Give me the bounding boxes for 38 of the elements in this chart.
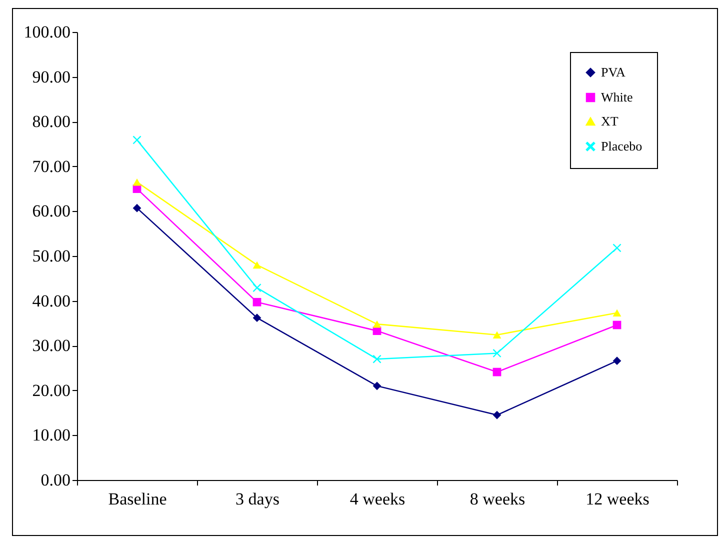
point [372, 382, 382, 390]
x-tick-label: Baseline [108, 490, 167, 508]
y-tick-label: 50.00 [32, 246, 70, 266]
x-tick-label: 12 weeks [586, 490, 650, 508]
y-tick-label: 20.00 [32, 380, 70, 400]
x-tick-label: 4 weeks [350, 490, 406, 508]
x-tick-label: 8 weeks [470, 490, 526, 508]
point [252, 298, 262, 306]
y-tick-label: 30.00 [32, 336, 70, 356]
point [492, 331, 502, 338]
point [612, 244, 622, 252]
y-tick-label: 90.00 [32, 67, 70, 86]
y-tick-label: 80.00 [32, 112, 70, 132]
legend-label: XT [601, 114, 618, 128]
legend-label: Placebo [601, 138, 642, 154]
point [492, 410, 502, 420]
point [612, 356, 622, 366]
y-tick-label: 10.00 [32, 426, 70, 445]
point [252, 314, 262, 322]
y-tick-label: 70.00 [32, 156, 70, 176]
point [612, 309, 622, 317]
x-tick-label: 3 days [236, 490, 280, 508]
point [252, 284, 262, 292]
y-tick-label: 40.00 [32, 291, 70, 310]
point [132, 204, 142, 212]
point [612, 320, 622, 330]
point [252, 261, 262, 269]
point [132, 178, 142, 186]
legend-label: White [601, 90, 633, 104]
y-tick-label: 100.00 [24, 22, 70, 42]
point [492, 368, 502, 376]
point [372, 320, 382, 328]
legend-label: PVA [601, 64, 626, 80]
y-tick-label: 60.00 [32, 202, 70, 221]
y-tick-label: 0.00 [40, 470, 70, 490]
point [132, 136, 142, 144]
point [372, 354, 382, 364]
point [492, 349, 502, 358]
